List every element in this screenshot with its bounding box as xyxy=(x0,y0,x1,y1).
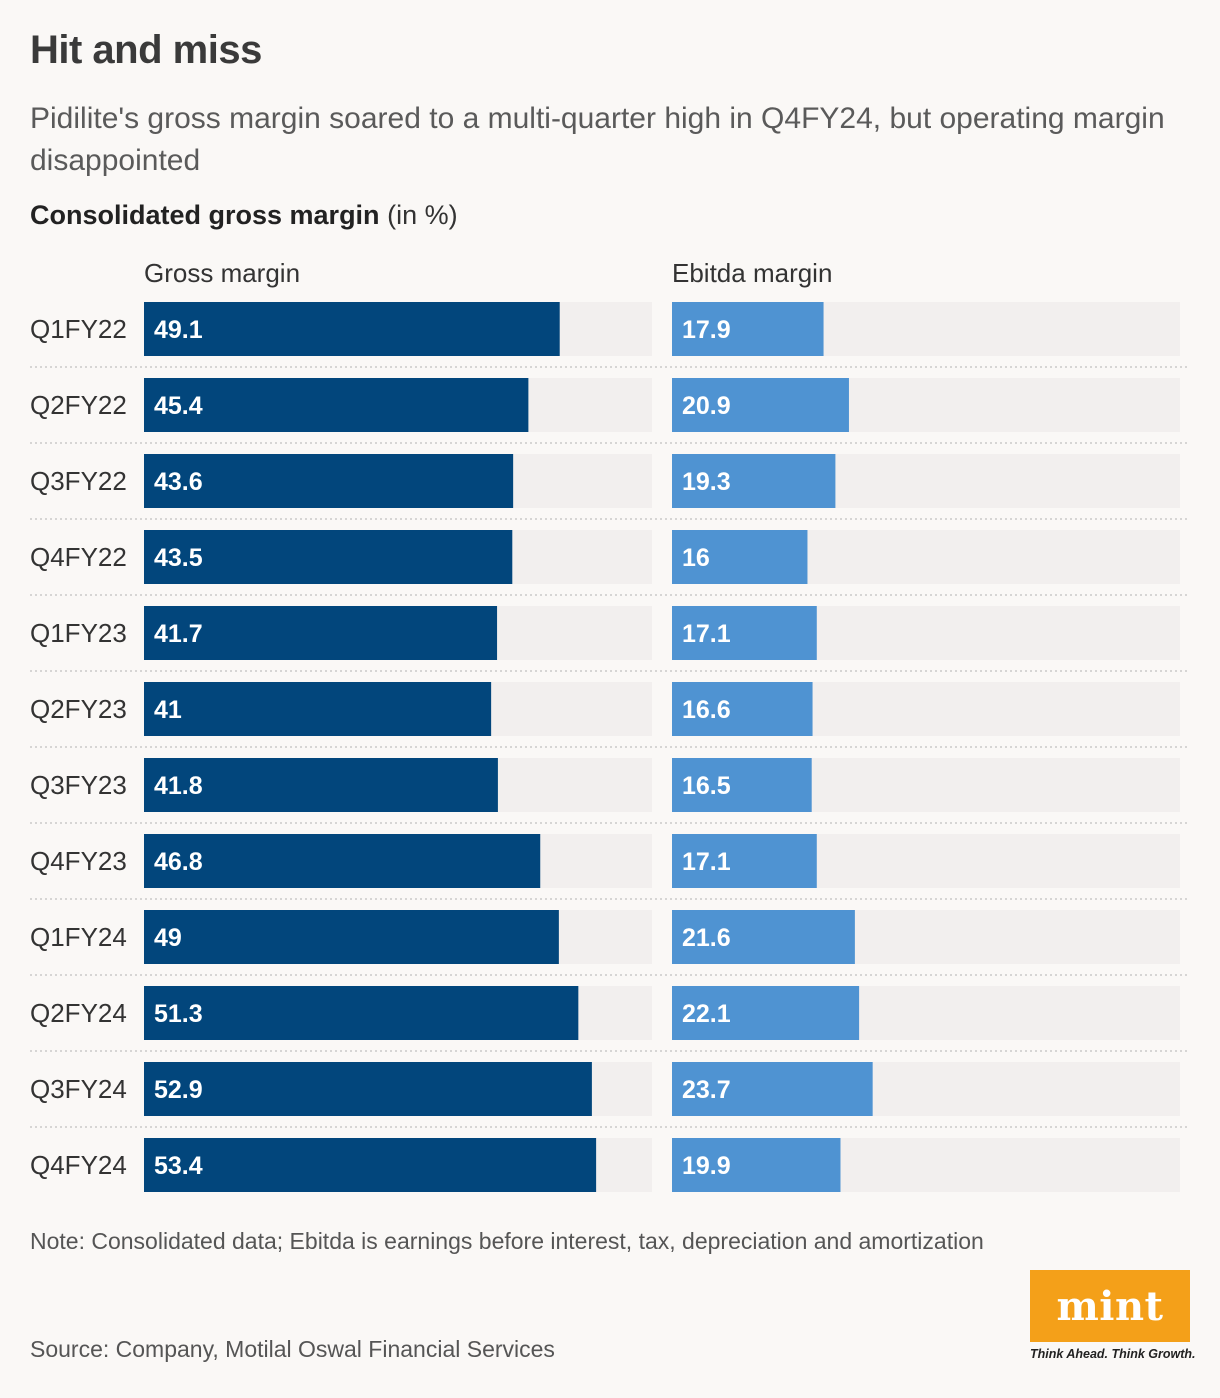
chart-heading-bold: Consolidated gross margin xyxy=(30,200,380,230)
bar-ebitda xyxy=(672,1062,873,1116)
value-label-ebitda: 22.1 xyxy=(682,1000,731,1028)
bar-ebitda xyxy=(672,758,812,812)
value-label-ebitda: 20.9 xyxy=(682,392,731,420)
bar-gross xyxy=(144,1062,592,1116)
category-label: Q1FY24 xyxy=(30,922,127,952)
chart-heading-unit: (in %) xyxy=(387,200,458,230)
bar-ebitda xyxy=(672,378,849,432)
value-label-gross: 49.1 xyxy=(154,316,203,344)
value-label-gross: 41 xyxy=(154,696,182,724)
bar-ebitda xyxy=(672,454,836,508)
bar-gross xyxy=(144,530,513,584)
source-note: Source: Company, Motilal Oswal Financial… xyxy=(30,1336,555,1362)
value-label-ebitda: 19.9 xyxy=(682,1152,731,1180)
bar-chart: Gross margin Ebitda margin Q1FY22 49.1 17.9 Q… xyxy=(30,258,1188,1192)
bar-gross xyxy=(144,758,498,812)
value-label-gross: 43.5 xyxy=(154,544,203,572)
footnote: Note: Consolidated data; Ebitda is earni… xyxy=(30,1228,984,1254)
chart-title: Hit and miss xyxy=(30,28,262,72)
chart-heading: Consolidated gross margin (in %) xyxy=(30,200,458,231)
bar-ebitda xyxy=(672,910,855,964)
category-label: Q4FY24 xyxy=(30,1150,127,1180)
value-label-gross: 41.7 xyxy=(154,620,203,648)
series-header-gross: Gross margin xyxy=(144,258,300,288)
bar-gross xyxy=(144,986,579,1040)
bar-ebitda xyxy=(672,986,860,1040)
value-label-gross: 53.4 xyxy=(154,1152,203,1180)
value-label-ebitda: 19.3 xyxy=(682,468,731,496)
category-label: Q3FY22 xyxy=(30,466,127,496)
bar-gross xyxy=(144,1138,597,1192)
bar-ebitda xyxy=(672,302,824,356)
category-label: Q1FY22 xyxy=(30,314,127,344)
category-label: Q3FY23 xyxy=(30,770,127,800)
category-label: Q4FY22 xyxy=(30,542,127,572)
bar-ebitda xyxy=(672,682,813,736)
value-label-gross: 49 xyxy=(154,924,182,952)
chart-subtitle: Pidilite's gross margin soared to a mult… xyxy=(30,102,1165,177)
value-label-gross: 46.8 xyxy=(154,848,203,876)
bar-ebitda xyxy=(672,606,817,660)
bar-ebitda xyxy=(672,1138,841,1192)
value-label-ebitda: 16.5 xyxy=(682,772,731,800)
bar-gross xyxy=(144,910,559,964)
value-label-gross: 41.8 xyxy=(154,772,203,800)
bar-gross xyxy=(144,302,560,356)
series-header-ebitda: Ebitda margin xyxy=(672,258,832,288)
bar-ebitda xyxy=(672,834,817,888)
value-label-ebitda: 17.1 xyxy=(682,848,731,876)
category-label: Q4FY23 xyxy=(30,846,127,876)
bar-gross xyxy=(144,834,541,888)
value-label-ebitda: 17.1 xyxy=(682,620,731,648)
value-label-ebitda: 16.6 xyxy=(682,696,731,724)
mint-logo: mint xyxy=(1030,1270,1190,1342)
bar-gross xyxy=(144,606,498,660)
bar-gross xyxy=(144,378,529,432)
value-label-ebitda: 21.6 xyxy=(682,924,731,952)
value-label-ebitda: 17.9 xyxy=(682,316,731,344)
category-label: Q1FY23 xyxy=(30,618,127,648)
mint-tagline: Think Ahead. Think Growth. xyxy=(1030,1347,1196,1361)
mint-logo-text: mint xyxy=(1056,1282,1164,1330)
category-label: Q2FY22 xyxy=(30,390,127,420)
category-label: Q3FY24 xyxy=(30,1074,127,1104)
category-label: Q2FY24 xyxy=(30,998,127,1028)
value-label-gross: 45.4 xyxy=(154,392,203,420)
bar-gross xyxy=(144,682,492,736)
bar-ebitda xyxy=(672,530,808,584)
bar-gross xyxy=(144,454,514,508)
value-label-gross: 51.3 xyxy=(154,1000,203,1028)
category-label: Q2FY23 xyxy=(30,694,127,724)
value-label-ebitda: 16 xyxy=(682,544,710,572)
value-label-gross: 52.9 xyxy=(154,1076,203,1104)
value-label-ebitda: 23.7 xyxy=(682,1076,731,1104)
value-label-gross: 43.6 xyxy=(154,468,203,496)
